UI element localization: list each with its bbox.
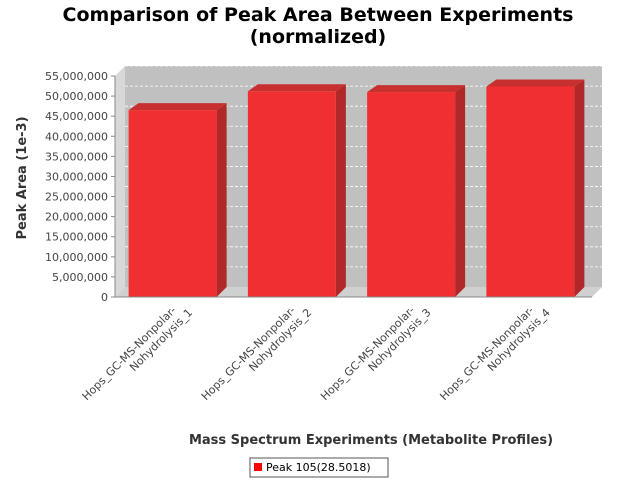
y-tick-label: 50,000,000 (45, 90, 108, 103)
x-tick-label: Hops_GC-MS-Nonpolar-Nohydrolysis_3 (318, 304, 433, 403)
chart-title-line2: (normalized) (250, 26, 387, 48)
x-tick-label: Hops_GC-MS-Nonpolar-Nohydrolysis_2 (199, 304, 314, 403)
chart-title-line1: Comparison of Peak Area Between Experime… (63, 4, 574, 26)
bar-top (128, 103, 227, 111)
x-axis-label: Mass Spectrum Experiments (Metabolite Pr… (189, 433, 553, 448)
y-tick-label: 0 (101, 291, 108, 304)
y-tick-label: 5,000,000 (52, 271, 108, 284)
y-tick-label: 30,000,000 (45, 170, 108, 183)
y-tick-label: 15,000,000 (45, 231, 108, 244)
legend-box (249, 457, 389, 478)
y-tick-label: 40,000,000 (45, 130, 108, 143)
bar (247, 84, 346, 297)
bar-side (216, 103, 227, 298)
bar-front (247, 91, 336, 297)
y-tick-label: 45,000,000 (45, 110, 108, 123)
y-axis: 0 5,000,000 10,000,000 15,000,000 20,000,000… (45, 70, 116, 304)
x-tick-label-line1: Hops_GC-MS-Nonpolar- (199, 304, 298, 403)
bar-side (335, 84, 346, 297)
bar (486, 79, 585, 298)
y-tick-label: 35,000,000 (45, 150, 108, 163)
x-tick-label: Hops_GC-MS-Nonpolar-Nohydrolysis_4 (437, 304, 552, 403)
x-axis: Hops_GC-MS-Nonpolar-Nohydrolysis_1 Hops_G… (80, 296, 592, 403)
plot-floor (115, 287, 602, 297)
bar-front (486, 86, 575, 298)
y-tick-label: 55,000,000 (45, 70, 108, 83)
bar (128, 103, 227, 298)
bar-top (486, 79, 585, 87)
x-tick-label: Hops_GC-MS-Nonpolar-Nohydrolysis_1 (80, 304, 195, 403)
bar-top (367, 85, 466, 93)
y-tick-label: 25,000,000 (45, 191, 108, 204)
x-tick-label-line1: Hops_GC-MS-Nonpolar- (80, 304, 179, 403)
legend-swatch (254, 463, 262, 471)
y-axis-label: Peak Area (1e-3) (15, 116, 30, 239)
x-tick-label-line1: Hops_GC-MS-Nonpolar- (437, 304, 536, 403)
legend: Peak 105(28.5018) (249, 457, 389, 478)
bar-side (574, 79, 585, 298)
x-tick-label-line1: Hops_GC-MS-Nonpolar- (318, 304, 417, 403)
bar (367, 85, 466, 298)
plot-left-wall (115, 66, 125, 297)
bars (128, 79, 585, 298)
y-tick-label: 10,000,000 (45, 251, 108, 264)
bar-front (367, 92, 456, 297)
bar-front (128, 110, 217, 298)
y-tick-label: 20,000,000 (45, 211, 108, 224)
bar-top (247, 84, 346, 92)
bar-side (455, 85, 466, 298)
legend-label: Peak 105(28.5018) (266, 461, 371, 474)
